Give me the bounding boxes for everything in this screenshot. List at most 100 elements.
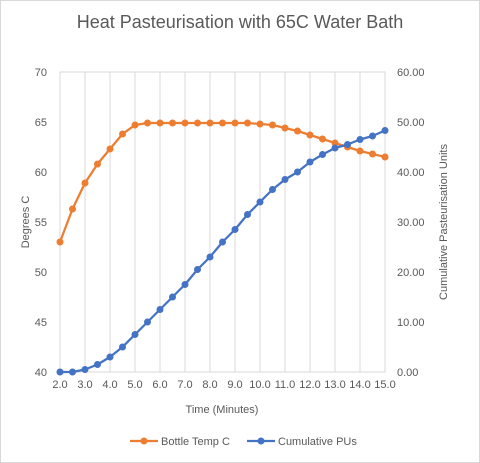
x-tick-label: 5.0 [127, 379, 142, 391]
data-point-bottle-temp-c [269, 121, 276, 129]
vertical-gridlines [84, 72, 361, 372]
data-point-bottle-temp-c [231, 119, 239, 127]
data-point-cumulative-pus [181, 281, 189, 288]
series-layer [56, 119, 389, 376]
x-tick-label: 7.0 [177, 379, 192, 391]
left-y-tick-label: 50 [35, 267, 47, 279]
x-tick-label: 13.0 [324, 379, 345, 391]
x-tick-label: 6.0 [152, 379, 167, 391]
data-point-cumulative-pus [169, 293, 176, 301]
data-point-cumulative-pus [144, 318, 151, 326]
left-y-tick-label: 55 [35, 217, 47, 229]
x-tick-label: 12.0 [299, 379, 320, 391]
data-point-bottle-temp-c [306, 131, 314, 139]
x-tick-label: 8.0 [202, 379, 217, 391]
data-point-cumulative-pus [381, 127, 389, 134]
right-y-axis-title: Cumulative Pasteurisation Units [438, 144, 450, 300]
left-y-tick-label: 60 [35, 167, 47, 179]
data-point-cumulative-pus [131, 331, 139, 338]
data-point-cumulative-pus [69, 368, 76, 376]
data-point-cumulative-pus [231, 226, 239, 233]
x-tick-label: 3.0 [77, 379, 92, 391]
x-tick-label: 4.0 [102, 379, 117, 391]
data-point-bottle-temp-c [244, 119, 251, 127]
data-point-bottle-temp-c [206, 119, 214, 127]
series-bottle-temp-c [56, 119, 389, 246]
data-point-cumulative-pus [206, 253, 214, 261]
right-y-tick-label: 60.00 [397, 67, 425, 79]
data-point-bottle-temp-c [331, 139, 339, 147]
right-y-tick-label: 10.00 [397, 317, 425, 329]
data-point-cumulative-pus [94, 361, 101, 368]
data-point-bottle-temp-c [369, 150, 376, 158]
left-y-tick-label: 70 [35, 67, 47, 79]
left-y-axis-ticks: 40 45 50 55 60 65 70 [35, 67, 47, 379]
right-y-tick-label: 0.00 [397, 367, 418, 379]
data-point-cumulative-pus [256, 198, 264, 206]
right-y-tick-label: 40.00 [397, 167, 425, 179]
data-point-cumulative-pus [56, 368, 64, 376]
data-point-bottle-temp-c [106, 145, 114, 153]
data-point-bottle-temp-c [356, 147, 364, 155]
data-point-cumulative-pus [269, 186, 276, 193]
x-tick-label: 10.0 [249, 379, 270, 391]
data-point-cumulative-pus [81, 366, 89, 373]
series-line-cumulative-pus [60, 129, 386, 374]
legend: Bottle Temp C Cumulative PUs [130, 436, 357, 448]
data-point-cumulative-pus [331, 144, 339, 152]
legend-item-bottle-temp: Bottle Temp C [130, 436, 230, 448]
data-point-cumulative-pus [219, 238, 226, 246]
data-point-bottle-temp-c [381, 153, 389, 161]
data-point-cumulative-pus [156, 306, 164, 313]
data-point-cumulative-pus [356, 136, 364, 143]
data-point-bottle-temp-c [81, 179, 89, 187]
right-y-tick-label: 30.00 [397, 217, 425, 229]
data-point-cumulative-pus [306, 158, 314, 166]
x-tick-label: 9.0 [227, 379, 242, 391]
legend-label-cumulative-pus: Cumulative PUs [278, 436, 357, 448]
data-point-cumulative-pus [319, 151, 326, 158]
data-point-bottle-temp-c [319, 135, 326, 143]
x-axis-ticks: 2.0 3.0 4.0 5.0 6.0 7.0 8.0 9.0 10.0 11.0 12.0 13.0… [52, 379, 395, 391]
left-y-axis-title: Degrees C [20, 196, 32, 249]
data-point-cumulative-pus [194, 266, 201, 273]
data-point-bottle-temp-c [294, 127, 301, 135]
data-point-cumulative-pus [294, 168, 301, 176]
x-tick-label: 15.0 [374, 379, 395, 391]
series-cumulative-pus [56, 127, 389, 376]
data-point-cumulative-pus [369, 132, 376, 140]
left-y-tick-label: 45 [35, 317, 47, 329]
plot-area [59, 71, 386, 373]
data-point-bottle-temp-c [119, 130, 126, 138]
data-point-cumulative-pus [244, 211, 251, 218]
legend-label-bottle-temp: Bottle Temp C [161, 436, 230, 448]
x-tick-label: 11.0 [275, 379, 296, 391]
data-point-bottle-temp-c [94, 160, 101, 168]
legend-marker-cumulative-pus [257, 437, 265, 445]
data-point-bottle-temp-c [194, 119, 201, 127]
data-point-bottle-temp-c [131, 121, 139, 129]
left-y-tick-label: 40 [35, 367, 47, 379]
legend-item-cumulative-pus: Cumulative PUs [247, 436, 357, 448]
data-point-bottle-temp-c [56, 238, 64, 246]
data-point-bottle-temp-c [219, 119, 226, 127]
data-point-bottle-temp-c [69, 205, 76, 213]
data-point-bottle-temp-c [181, 119, 189, 127]
data-point-bottle-temp-c [144, 119, 151, 127]
right-y-tick-label: 50.00 [397, 117, 425, 129]
x-tick-label: 14.0 [349, 379, 370, 391]
data-point-bottle-temp-c [169, 119, 176, 127]
left-y-tick-label: 65 [35, 117, 47, 129]
data-point-bottle-temp-c [281, 124, 289, 132]
data-point-cumulative-pus [106, 353, 114, 361]
chart-title: Heat Pasteurisation with 65C Water Bath [77, 12, 404, 32]
x-tick-label: 2.0 [52, 379, 67, 391]
right-y-axis-ticks: 0.00 10.00 20.00 30.00 40.00 50.00 60.00 [397, 67, 425, 379]
data-point-cumulative-pus [281, 176, 289, 183]
data-point-bottle-temp-c [156, 119, 164, 127]
legend-marker-bottle-temp [140, 437, 148, 445]
x-axis-title: Time (Minutes) [186, 404, 259, 416]
data-point-cumulative-pus [344, 141, 351, 148]
